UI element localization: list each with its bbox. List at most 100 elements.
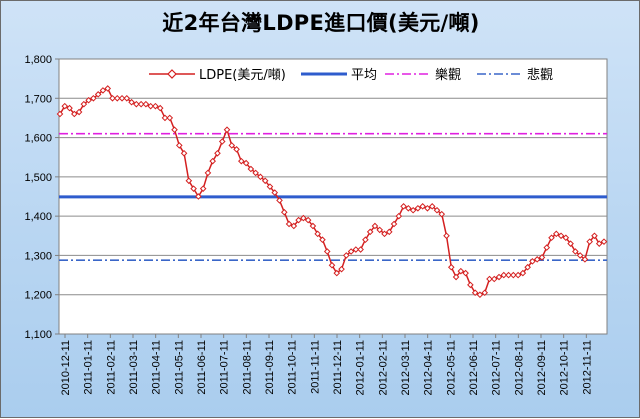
data-point [510, 271, 517, 279]
data-point [199, 185, 207, 192]
data-point [71, 110, 78, 118]
x-tick-label: 2012-09-11 [536, 340, 548, 395]
data-point [376, 226, 384, 234]
data-point [567, 240, 574, 247]
data-point [323, 248, 331, 255]
data-point [142, 100, 150, 108]
x-tick-label: 2011-06-11 [196, 340, 208, 395]
data-point [476, 291, 484, 299]
data-point [505, 271, 512, 279]
data-point [343, 252, 350, 259]
series-layer [56, 85, 608, 299]
data-point [433, 206, 441, 214]
data-point [152, 102, 159, 110]
x-tick-label: 2012-02-11 [377, 340, 389, 395]
data-point [209, 157, 217, 165]
y-tick-label: 1,600 [24, 133, 52, 145]
data-point [438, 210, 446, 218]
data-point [56, 110, 64, 118]
data-point [276, 197, 283, 204]
data-point [94, 91, 102, 98]
data-point [128, 98, 135, 106]
data-point [362, 236, 369, 244]
data-point [133, 100, 140, 108]
data-point [228, 142, 236, 149]
data-point [581, 256, 589, 263]
legend-label-average: 平均 [351, 68, 377, 83]
x-tick-label: 2012-01-11 [355, 340, 367, 395]
data-point [328, 261, 336, 269]
data-point [443, 232, 450, 240]
data-point [419, 203, 426, 210]
data-point [467, 281, 474, 289]
y-tick-label: 1,300 [24, 250, 52, 262]
x-tick-label: 2010-12-11 [60, 340, 72, 395]
data-point [85, 96, 92, 104]
data-point [285, 220, 293, 228]
data-point [395, 212, 403, 220]
data-point [271, 189, 279, 196]
data-point [462, 269, 469, 277]
data-point [533, 256, 541, 263]
data-point [66, 104, 73, 112]
legend-marker-ldpe [167, 69, 177, 79]
data-point [166, 114, 174, 122]
x-tick-label: 2011-08-11 [241, 340, 253, 395]
data-point [175, 142, 183, 149]
x-tick-label: 2011-01-11 [83, 340, 95, 395]
data-point [576, 252, 584, 259]
data-point [90, 94, 97, 102]
data-point [543, 244, 551, 251]
grid-lines [59, 97, 607, 296]
data-point [280, 208, 288, 216]
data-point [495, 273, 503, 281]
data-point [290, 222, 298, 230]
data-point [457, 267, 465, 275]
data-point [424, 204, 431, 212]
data-point [238, 157, 245, 165]
data-point [381, 230, 388, 238]
y-axis: 1,100 1,200 1,300 1,400 1,500 1,600 1,700 1,800 [24, 54, 59, 341]
chart-title: 近2年台灣LDPE進口價(美元/噸) [162, 11, 480, 35]
y-tick-label: 1,200 [24, 290, 52, 302]
legend-label-optimistic: 樂觀 [435, 67, 461, 83]
legend-label-pessimistic: 悲觀 [527, 67, 553, 83]
data-point [147, 102, 154, 110]
data-point [481, 289, 489, 297]
data-point [333, 269, 341, 277]
data-point [99, 87, 107, 94]
data-point [261, 177, 269, 185]
data-point [600, 238, 608, 245]
data-point [557, 232, 565, 240]
data-point [109, 94, 116, 102]
data-point [300, 214, 307, 222]
x-tick-label: 2011-02-11 [105, 340, 117, 395]
data-point [161, 114, 169, 122]
data-point [514, 271, 522, 279]
data-point [486, 275, 493, 283]
x-tick-label: 2011-09-11 [264, 340, 276, 395]
legend-label-ldpe: LDPE(美元/噸) [199, 68, 286, 83]
x-tick-label: 2011-12-11 [332, 340, 344, 395]
data-point [218, 138, 226, 145]
data-point [529, 258, 536, 265]
data-point [490, 275, 498, 283]
data-point [180, 149, 188, 157]
x-tick-label: 2011-03-11 [128, 340, 140, 395]
data-point [371, 222, 379, 230]
data-point [471, 289, 479, 297]
data-point [204, 169, 212, 177]
data-point [295, 216, 302, 224]
x-tick-label: 2011-05-11 [173, 340, 185, 395]
data-point [61, 102, 69, 110]
data-point [538, 254, 546, 261]
data-point [252, 169, 259, 177]
x-tick-label: 2012-10-11 [559, 340, 571, 395]
x-tick-label: 2012-05-11 [445, 340, 457, 395]
x-tick-label: 2011-10-11 [287, 340, 299, 395]
reference-lines [59, 132, 607, 261]
data-point [242, 159, 250, 167]
data-point [171, 126, 178, 134]
data-point [400, 203, 407, 210]
